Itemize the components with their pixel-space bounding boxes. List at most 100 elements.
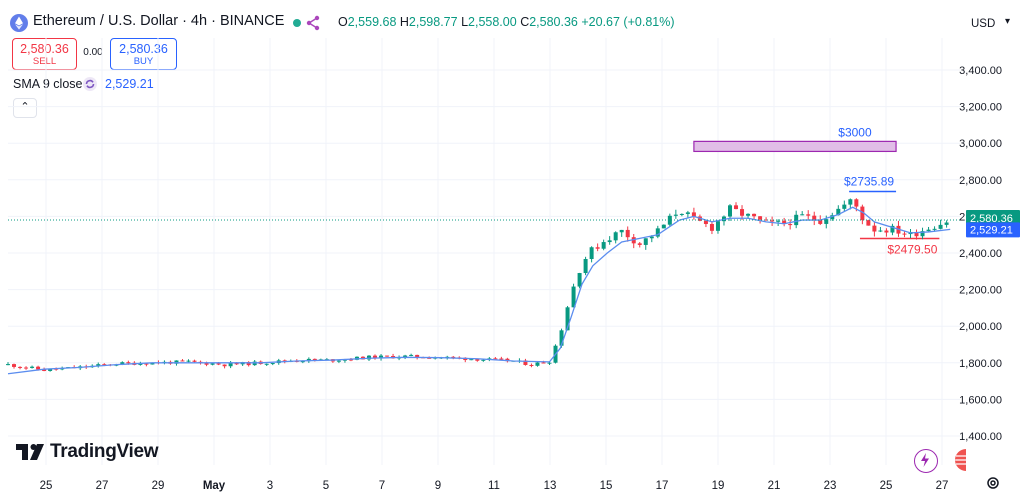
candle-body bbox=[475, 359, 480, 361]
ohlc-high-key: H bbox=[399, 15, 409, 29]
candle-body bbox=[12, 364, 17, 367]
candle-body bbox=[270, 363, 275, 365]
candle-body bbox=[878, 230, 883, 232]
candle-body bbox=[728, 205, 732, 217]
candle-body bbox=[204, 362, 209, 365]
support-label: $2479.50 bbox=[887, 242, 937, 256]
symbol-title[interactable]: Ethereum / U.S. Dollar · 4h · BINANCE bbox=[33, 13, 285, 29]
candle-body bbox=[589, 247, 594, 260]
candle-body bbox=[842, 204, 847, 209]
x-tick-label: May bbox=[203, 480, 226, 492]
ohlc-readout: O2,559.68 H2,598.77 L2,558.00 C2,580.36 … bbox=[338, 15, 675, 29]
candle-body bbox=[740, 209, 745, 216]
ohlc-close: 2,580.36 bbox=[529, 15, 578, 29]
x-tick-label: 25 bbox=[880, 480, 893, 492]
candle-body bbox=[210, 363, 215, 365]
candle-body bbox=[938, 224, 943, 229]
candle-body bbox=[282, 360, 287, 362]
candle-body bbox=[860, 206, 865, 221]
candle-body bbox=[583, 259, 588, 274]
annotation-layer[interactable]: $3000 $2735.89 $2479.50 bbox=[693, 125, 940, 256]
candle-body bbox=[830, 215, 835, 220]
sma-price-tag bbox=[966, 222, 1020, 238]
candle-body bbox=[138, 363, 143, 365]
share-icon[interactable] bbox=[306, 15, 320, 31]
x-tick-label: 11 bbox=[488, 480, 500, 492]
ohlc-change: +20.67 (+0.81%) bbox=[581, 15, 675, 29]
candle-body bbox=[535, 362, 540, 366]
x-tick-label: 17 bbox=[656, 480, 669, 492]
candle-body bbox=[427, 357, 432, 359]
candle-body bbox=[222, 364, 227, 367]
chevron-down-icon[interactable]: ▾ bbox=[1005, 16, 1011, 27]
candle-body bbox=[481, 359, 486, 361]
candle-body bbox=[120, 362, 125, 365]
candle-body bbox=[403, 355, 408, 358]
candle-body bbox=[300, 361, 305, 363]
candle-body bbox=[180, 360, 185, 362]
candle-body bbox=[18, 366, 23, 368]
x-tick-label: 5 bbox=[323, 480, 329, 492]
candle-body bbox=[613, 232, 618, 241]
x-tick-label: 9 bbox=[435, 480, 441, 492]
sma-legend-label[interactable]: SMA 9 close bbox=[13, 77, 83, 91]
candle-body bbox=[36, 366, 41, 370]
target-zone[interactable] bbox=[693, 140, 897, 153]
candle-body bbox=[661, 224, 666, 229]
ohlc-close-key: C bbox=[520, 15, 530, 29]
ohlc-low-key: L bbox=[461, 15, 469, 29]
candle-body bbox=[848, 199, 853, 205]
candle-body bbox=[595, 247, 600, 249]
candle-body bbox=[715, 221, 720, 231]
x-tick-label: 7 bbox=[379, 480, 385, 492]
y-tick-label: 2,000.00 bbox=[959, 321, 1002, 333]
flag-icon[interactable] bbox=[952, 449, 966, 471]
candle-body bbox=[48, 368, 53, 371]
candle-body bbox=[800, 214, 805, 216]
ohlc-open: 2,559.68 bbox=[347, 15, 397, 29]
candle-body bbox=[415, 354, 420, 358]
sell-price: 2,580.36 bbox=[20, 42, 69, 56]
target-zone-label: $3000 bbox=[838, 125, 872, 139]
candle-body bbox=[914, 232, 919, 237]
sell-label: SELL bbox=[32, 56, 57, 67]
currency-selector[interactable]: USD bbox=[971, 18, 996, 30]
candle-body bbox=[926, 229, 931, 232]
candle-body bbox=[264, 363, 269, 365]
candle-body bbox=[758, 216, 763, 220]
x-tick-label: 27 bbox=[936, 480, 949, 492]
candle-body bbox=[679, 213, 684, 215]
candle-body bbox=[890, 225, 895, 233]
candle-body bbox=[794, 214, 799, 226]
candle-body bbox=[619, 229, 624, 233]
lightning-icon[interactable] bbox=[914, 449, 938, 473]
y-tick-label: 1,800.00 bbox=[959, 358, 1002, 370]
time-axis[interactable]: 25 27 29 May 3 5 7 9 11 13 15 17 19 21 23 25 27 bbox=[40, 480, 949, 492]
candle-body bbox=[469, 359, 474, 361]
gear-icon[interactable] bbox=[985, 475, 1001, 491]
candle-body bbox=[601, 242, 606, 249]
price-axis[interactable]: 3,400.003,200.003,000.002,800.002,600.00… bbox=[959, 65, 1002, 443]
candle-body bbox=[691, 212, 696, 217]
grid bbox=[8, 38, 960, 465]
candle-body bbox=[409, 354, 414, 356]
y-tick-label: 1,400.00 bbox=[959, 431, 1002, 443]
candle-body bbox=[607, 240, 612, 243]
candle-body bbox=[836, 208, 841, 216]
candle-body bbox=[529, 364, 534, 366]
candle-body bbox=[752, 213, 757, 217]
y-tick-label: 2,400.00 bbox=[959, 248, 1002, 260]
tradingview-logo-text[interactable]: TradingView bbox=[50, 441, 159, 462]
candle-body bbox=[174, 360, 179, 364]
candle-body bbox=[348, 359, 353, 361]
ohlc-high: 2,598.77 bbox=[408, 15, 458, 29]
market-open-indicator-icon bbox=[293, 19, 301, 27]
candle-body bbox=[559, 330, 564, 346]
candle-body bbox=[776, 220, 781, 222]
candle-body bbox=[6, 364, 10, 366]
tradingview-logo-icon[interactable] bbox=[16, 441, 176, 463]
buy-label: BUY bbox=[133, 56, 154, 67]
candle-body bbox=[649, 236, 654, 239]
candle-body bbox=[734, 205, 739, 210]
